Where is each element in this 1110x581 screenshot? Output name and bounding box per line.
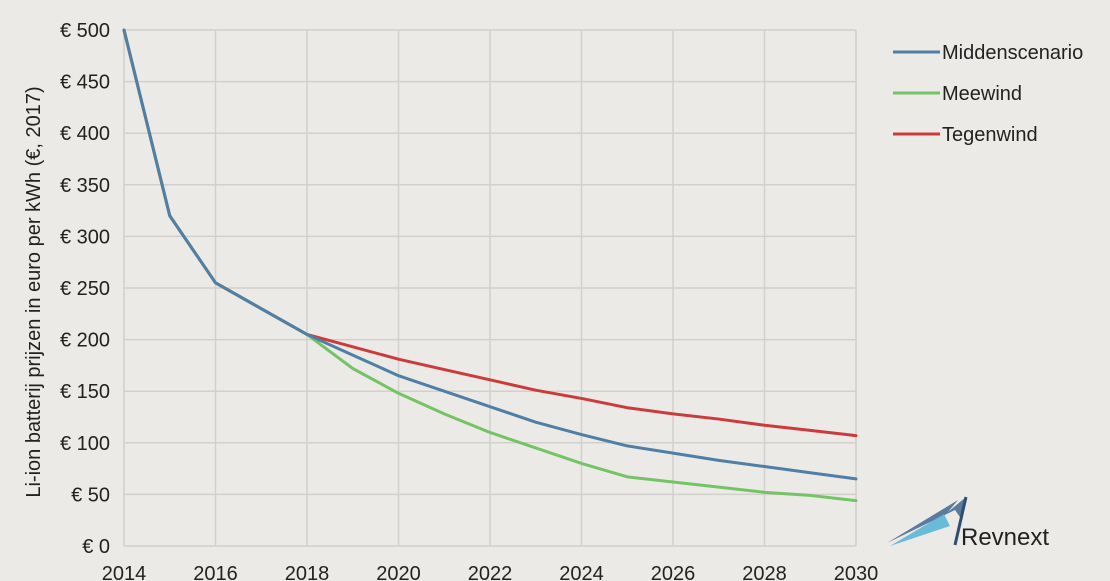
x-tick-label: 2018 xyxy=(285,563,330,581)
y-tick-label: € 200 xyxy=(60,330,110,352)
y-tick-label: € 450 xyxy=(60,72,110,94)
y-tick-label: € 0 xyxy=(82,536,110,558)
x-tick-label: 2030 xyxy=(834,563,879,581)
y-axis-label: Li-ion batterij prijzen in euro per kWh … xyxy=(23,86,45,497)
x-tick-label: 2028 xyxy=(742,563,787,581)
legend-label-tegenwind: Tegenwind xyxy=(942,124,1038,146)
y-tick-label: € 500 xyxy=(60,20,110,42)
x-tick-label: 2016 xyxy=(193,563,238,581)
y-tick-label: € 150 xyxy=(60,381,110,403)
grid xyxy=(123,29,857,547)
y-axis-ticks: € 0 € 50 € 100 € 150 € 200 € 250 € 300 € 350 € 4… xyxy=(60,20,110,558)
x-axis-ticks: 2014 2016 2018 2020 2022 2024 2026 2028 2030 xyxy=(102,563,879,581)
logo: Revnext xyxy=(887,496,1049,551)
legend-label-middenscenario: Middenscenario xyxy=(942,42,1083,64)
logo-text: Revnext xyxy=(961,524,1049,551)
y-tick-label: € 400 xyxy=(60,123,110,145)
y-tick-label: € 50 xyxy=(71,484,110,506)
logo-arrow-icon xyxy=(887,496,968,546)
y-tick-label: € 350 xyxy=(60,175,110,197)
x-tick-label: 2024 xyxy=(559,563,604,581)
x-tick-label: 2020 xyxy=(376,563,421,581)
series-line-middenscenario xyxy=(122,28,858,481)
y-tick-label: € 100 xyxy=(60,433,110,455)
x-tick-label: 2014 xyxy=(102,563,147,581)
series-lines xyxy=(122,28,858,503)
legend: Middenscenario Meewind Tegenwind xyxy=(893,42,1083,146)
legend-label-meewind: Meewind xyxy=(942,83,1022,105)
y-tick-label: € 250 xyxy=(60,278,110,300)
y-tick-label: € 300 xyxy=(60,226,110,248)
x-tick-label: 2022 xyxy=(468,563,513,581)
x-tick-label: 2026 xyxy=(651,563,696,581)
